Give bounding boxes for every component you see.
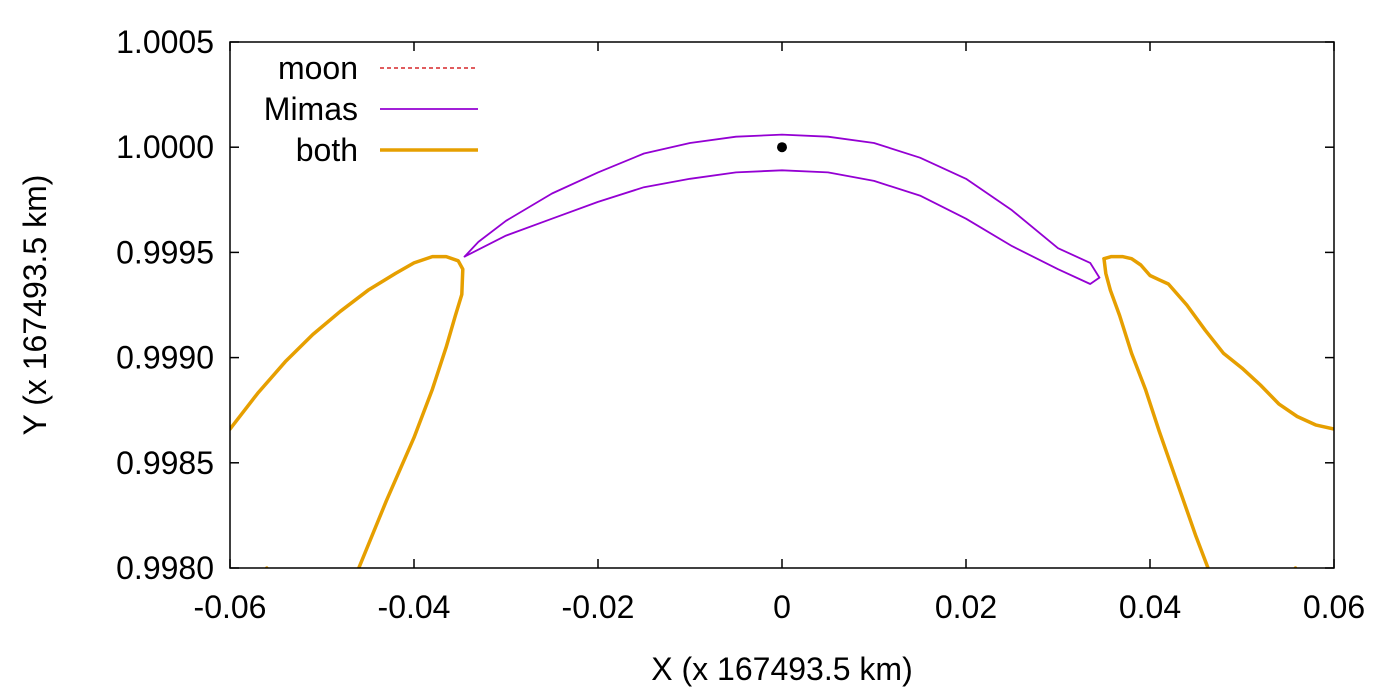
x-tick-label: -0.04 — [378, 589, 451, 625]
y-tick-label: 1.0005 — [116, 24, 214, 60]
series-line-both-1 — [1102, 256, 1298, 568]
data-point — [777, 142, 787, 153]
legend-label-both: both — [296, 132, 358, 168]
y-tick-label: 1.0000 — [116, 129, 214, 165]
series-line-both-0 — [230, 254, 465, 568]
x-tick-label: 0.04 — [1119, 589, 1181, 625]
y-tick-label: 0.9985 — [116, 445, 214, 481]
y-axis-title: Y (x 167493.5 km) — [17, 175, 53, 436]
legend-label-moon: moon — [278, 50, 358, 86]
series-layer — [230, 133, 1334, 568]
x-tick-label: -0.02 — [562, 589, 635, 625]
y-tick-label: 0.9995 — [116, 234, 214, 270]
y-tick-label: 0.9980 — [116, 550, 214, 586]
y-axis-ticks: 0.9980 0.9985 0.9990 0.9995 1.0000 1.0005 — [116, 24, 1334, 586]
x-tick-label: 0.06 — [1303, 589, 1365, 625]
x-tick-label: 0 — [773, 589, 791, 625]
x-tick-label: -0.06 — [194, 589, 267, 625]
points-layer — [777, 142, 787, 153]
y-tick-label: 0.9990 — [116, 340, 214, 376]
plot-area — [230, 42, 1334, 568]
series-line-mimas-1 — [463, 169, 1101, 285]
x-axis-title: X (x 167493.5 km) — [651, 651, 912, 687]
series-line-mimas-0 — [463, 133, 1101, 279]
x-axis-ticks: -0.06 -0.04 -0.02 0 0.02 0.04 0.06 — [194, 42, 1365, 625]
legend-label-mimas: Mimas — [264, 91, 358, 127]
x-tick-label: 0.02 — [935, 589, 997, 625]
legend: moon Mimas both — [264, 50, 478, 168]
series-line-both-2 — [1102, 254, 1334, 431]
